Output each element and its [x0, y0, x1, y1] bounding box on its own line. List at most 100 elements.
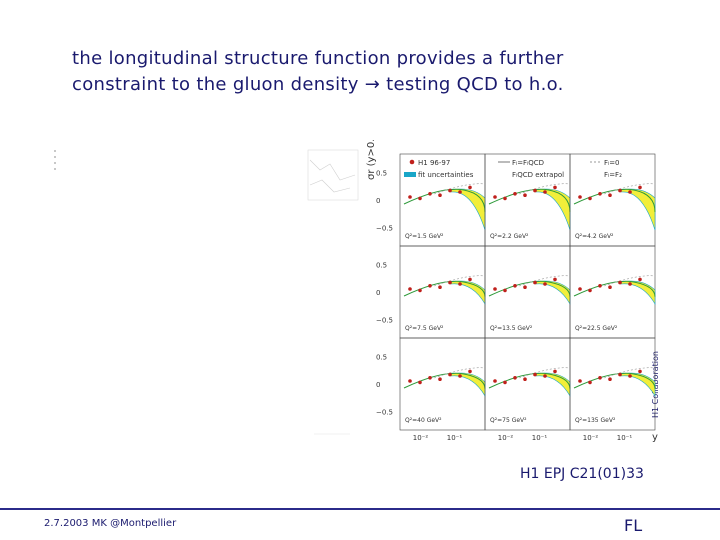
- data-point: [428, 192, 432, 196]
- data-point: [523, 285, 527, 289]
- fl-zero-curve: [433, 183, 486, 195]
- fl-zero-curve: [518, 275, 571, 287]
- data-point: [638, 277, 642, 282]
- data-point: [468, 185, 472, 190]
- data-point: [418, 196, 422, 201]
- data-point: [408, 379, 412, 383]
- data-point: [628, 282, 632, 286]
- fit-curve: [573, 188, 656, 213]
- data-point: [533, 280, 537, 285]
- fl-zero-curve: [433, 367, 486, 379]
- data-point: [418, 380, 422, 385]
- data-point: [513, 376, 517, 380]
- fl-zero-curve: [518, 183, 571, 195]
- x-tick-label: 10⁻¹: [447, 434, 463, 442]
- footer-date-author: 2.7.2003 MK @Montpellier: [44, 518, 177, 529]
- legend: H1 96-97 fit uncertainties Fₗ=FₗQCD FₗQC…: [404, 159, 622, 179]
- data-point: [458, 282, 462, 286]
- title-line-1: the longitudinal structure function prov…: [72, 48, 564, 69]
- data-point: [513, 284, 517, 288]
- y-axis-label: σr (y>0.35): [366, 140, 377, 180]
- y-tick-label: 0: [376, 289, 380, 297]
- fit-curve: [573, 280, 656, 297]
- data-point: [578, 379, 582, 383]
- data-point: [493, 287, 497, 291]
- data-point: [468, 369, 472, 374]
- fl-zero-curve: [603, 183, 656, 195]
- data-point: [438, 285, 442, 289]
- legend-uncert: fit uncertainties: [418, 171, 474, 179]
- fit-curve: [573, 372, 656, 389]
- fl-zero-curve: [518, 367, 571, 379]
- fit-curve: [403, 280, 486, 297]
- panel-q2-label: Q²=13.5 GeV²: [490, 325, 533, 332]
- data-point: [598, 376, 602, 380]
- data-point: [638, 185, 642, 190]
- data-point: [418, 288, 422, 293]
- legend-band-marker: [404, 172, 416, 177]
- legend-flf2: Fₗ=F₂: [604, 171, 622, 179]
- collaboration-label: H1 Collaboration: [651, 351, 660, 418]
- panel-q2-label: Q²=40 GeV²: [405, 417, 442, 424]
- fit-curve: [488, 372, 571, 389]
- data-point: [428, 284, 432, 288]
- data-point: [428, 376, 432, 380]
- data-point: [493, 379, 497, 383]
- data-point: [608, 377, 612, 381]
- data-point: [503, 288, 507, 293]
- data-point: [618, 372, 622, 377]
- legend-fl-extrapol: FₗQCD extrapol: [512, 171, 564, 179]
- data-point: [533, 188, 537, 193]
- data-point: [523, 377, 527, 381]
- data-point: [513, 192, 517, 196]
- panel-q2-label: Q²=22.5 GeV²: [575, 325, 618, 332]
- data-point: [578, 287, 582, 291]
- x-tick-label: 10⁻²: [413, 434, 429, 442]
- panel-q2-label: Q²=1.5 GeV²: [405, 233, 444, 240]
- data-point: [598, 192, 602, 196]
- panel-q2-label: Q²=2.2 GeV²: [490, 233, 529, 240]
- data-point: [608, 285, 612, 289]
- data-point: [543, 282, 547, 286]
- y-tick-label: 0.5: [376, 261, 387, 269]
- data-point: [438, 377, 442, 381]
- data-point: [533, 372, 537, 377]
- data-point: [448, 280, 452, 285]
- fit-curve: [488, 280, 571, 297]
- y-tick-label: −0.5: [376, 317, 393, 325]
- fl-zero-curve: [433, 275, 486, 287]
- data-point: [458, 374, 462, 378]
- title-line-2-end: testing QCD to h.o.: [386, 74, 564, 95]
- data-point: [503, 196, 507, 201]
- x-tick-label: 10⁻¹: [532, 434, 548, 442]
- y-tick-label: 0: [376, 381, 380, 389]
- data-point: [608, 193, 612, 197]
- footer-rule: [0, 508, 720, 510]
- data-point: [448, 188, 452, 193]
- thumbnail-figure: [307, 149, 359, 201]
- title-line-2-start: constraint to the gluon density: [72, 74, 359, 95]
- y-tick-label: 0.5: [376, 169, 387, 177]
- data-point: [618, 280, 622, 285]
- data-point: [618, 188, 622, 193]
- data-point: [448, 372, 452, 377]
- data-point: [493, 195, 497, 199]
- x-axis-label: y: [652, 432, 658, 443]
- y-tick-label: −0.5: [376, 225, 393, 233]
- y-tick-label: −0.5: [376, 409, 393, 417]
- panel-q2-label: Q²=7.5 GeV²: [405, 325, 444, 332]
- legend-fl0: Fₗ=0: [604, 159, 620, 167]
- footer-topic: FL: [624, 516, 643, 535]
- panel-q2-label: Q²=75 GeV²: [490, 417, 527, 424]
- data-point: [598, 284, 602, 288]
- slide-title: the longitudinal structure function prov…: [72, 46, 692, 98]
- legend-data-marker: [409, 159, 415, 165]
- data-point: [543, 374, 547, 378]
- data-point: [588, 288, 592, 293]
- x-tick-label: 10⁻¹: [617, 434, 633, 442]
- data-point: [588, 380, 592, 385]
- fit-curve: [403, 188, 486, 213]
- panel-q2-label: Q²=135 GeV²: [575, 417, 616, 424]
- data-point: [503, 380, 507, 385]
- title-line-2: constraint to the gluon density → testin…: [72, 72, 692, 98]
